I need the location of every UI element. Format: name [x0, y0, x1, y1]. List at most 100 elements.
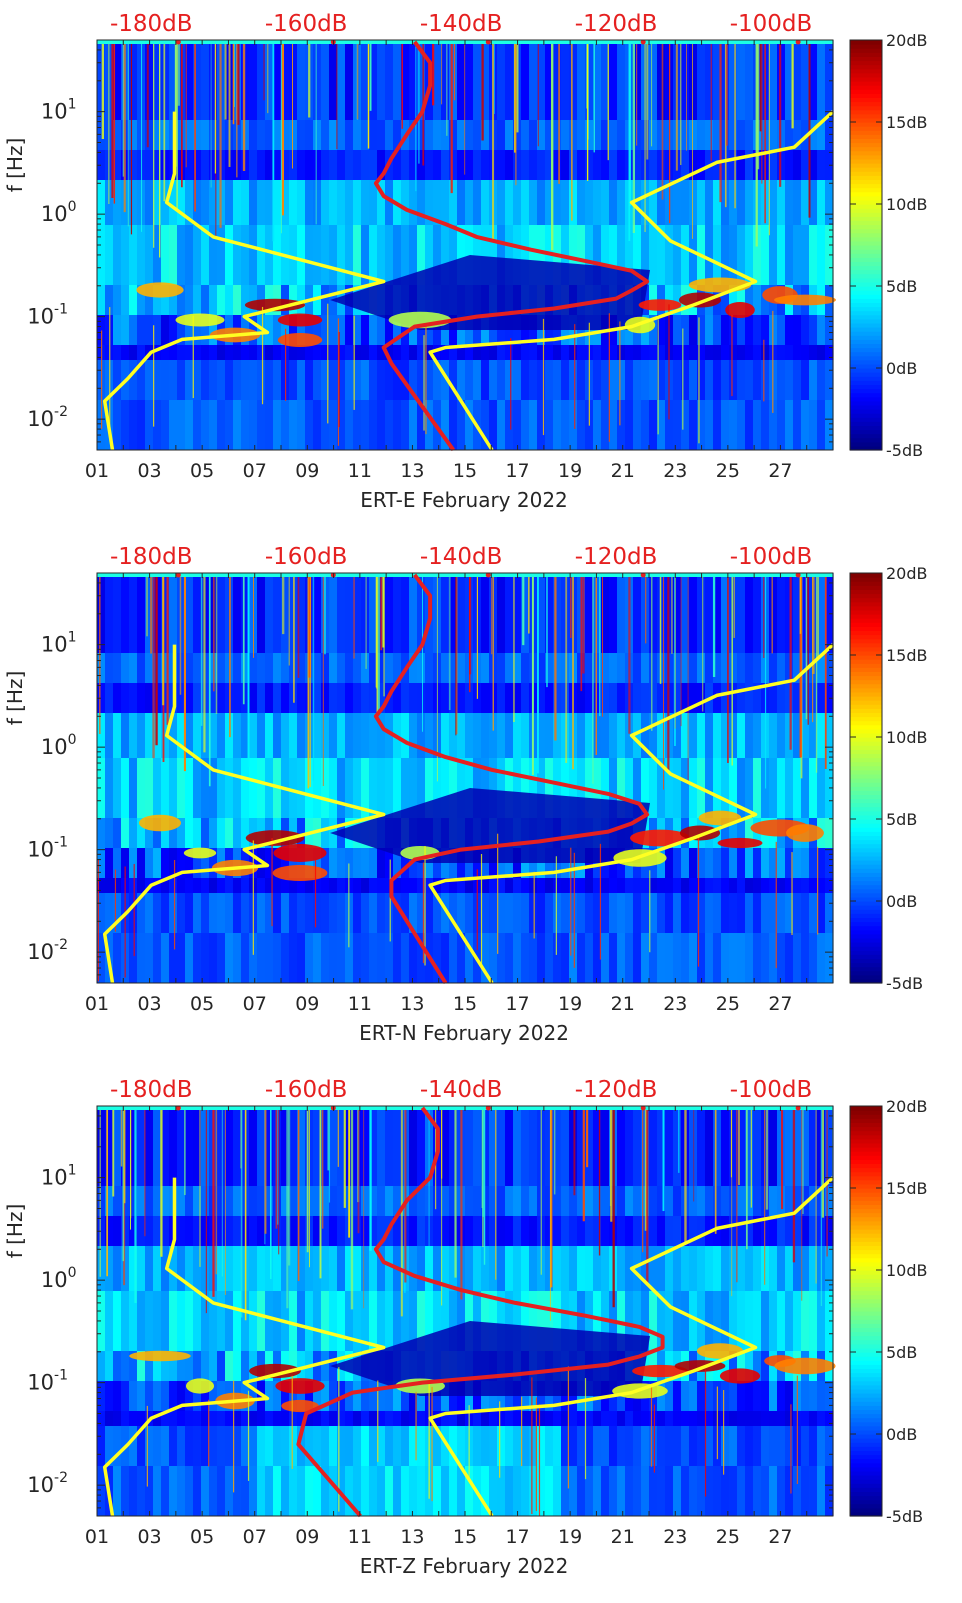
colorbar	[849, 39, 883, 451]
top-axis-marker	[640, 39, 646, 45]
top-axis-db-label: -160dB	[265, 1077, 348, 1103]
x-tick-label: 13	[400, 460, 424, 482]
series-line-1	[373, 573, 650, 985]
top-axis-db-label: -120dB	[575, 544, 658, 570]
x-tick-label: 11	[348, 1526, 372, 1548]
top-axis-marker	[795, 572, 801, 578]
spectrogram-svg: 01 03 05 07 09 11 13 15 17 19 21 23 25 27 101 100 10-1 10…	[3, 11, 928, 512]
series-line-1	[373, 40, 650, 452]
colorbar-label: -5dB	[886, 974, 923, 993]
y-tick-label: 101	[41, 97, 77, 124]
top-axis-db-label: -100dB	[730, 11, 813, 37]
x-axis-label: ERT-Z February 2022	[360, 1554, 569, 1578]
y-tick-label: 101	[41, 1163, 77, 1190]
x-axis-label: ERT-E February 2022	[360, 488, 568, 512]
x-tick-label: 23	[663, 993, 687, 1015]
top-axis-db-label: -180dB	[110, 1077, 193, 1103]
series-line-3	[428, 110, 835, 451]
colorbar-label: 10dB	[886, 728, 928, 747]
spectrogram-image	[97, 40, 836, 450]
x-tick-label: 27	[768, 460, 792, 482]
x-tick-label: 07	[243, 993, 267, 1015]
colorbar-label: 0dB	[886, 1425, 917, 1444]
x-tick-label: 11	[348, 993, 372, 1015]
top-axis-db-label: -140dB	[420, 544, 503, 570]
x-tick-label: 23	[663, 460, 687, 482]
x-tick-label: 11	[348, 460, 372, 482]
y-axis-label: f [Hz]	[3, 138, 27, 193]
y-tick-label: 100	[41, 199, 77, 226]
x-tick-label: 03	[137, 1526, 161, 1548]
x-tick-label: 17	[505, 1526, 529, 1548]
y-tick-label: 10-2	[27, 1470, 68, 1497]
y-tick-label: 100	[41, 1265, 77, 1292]
x-tick-label: 03	[137, 993, 161, 1015]
x-tick-label: 19	[558, 993, 582, 1015]
x-tick-label: 01	[85, 993, 109, 1015]
top-axis-db-label: -120dB	[575, 11, 658, 37]
top-axis-marker	[175, 1105, 181, 1111]
x-tick-label: 13	[400, 993, 424, 1015]
top-axis-marker	[485, 572, 491, 578]
x-tick-label: 05	[190, 460, 214, 482]
top-axis-marker	[640, 1105, 646, 1111]
y-axis-label: f [Hz]	[3, 671, 27, 726]
colorbar-label: 0dB	[886, 359, 917, 378]
series-line-2	[102, 111, 386, 451]
y-tick-label: 10-1	[27, 302, 68, 329]
top-axis-db-label: -100dB	[730, 544, 813, 570]
y-tick-label: 10-2	[27, 404, 68, 431]
spectrogram-panel-1: 01 03 05 07 09 11 13 15 17 19 21 23 25 27 101 100 10-1 10…	[0, 0, 962, 533]
top-axis-db-label: -120dB	[575, 1077, 658, 1103]
x-tick-label: 19	[558, 460, 582, 482]
series-line-1	[296, 1106, 665, 1518]
spectrogram-svg: 01 03 05 07 09 11 13 15 17 19 21 23 25 27 101 100 10-1 10…	[3, 544, 928, 1045]
y-tick-label: 10-2	[27, 937, 68, 964]
spectrogram-panel-3: 01 03 05 07 09 11 13 15 17 19 21 23 25 27 101 100 10-1 10…	[0, 1066, 962, 1599]
x-tick-label: 15	[453, 993, 477, 1015]
spectrogram-svg: 01 03 05 07 09 11 13 15 17 19 21 23 25 27 101 100 10-1 10…	[3, 1077, 928, 1578]
x-tick-label: 21	[611, 1526, 635, 1548]
colorbar-label: -5dB	[886, 441, 923, 460]
x-tick-label: 17	[505, 460, 529, 482]
x-tick-label: 09	[295, 993, 319, 1015]
x-tick-label: 03	[137, 460, 161, 482]
x-tick-label: 17	[505, 993, 529, 1015]
x-tick-label: 27	[768, 1526, 792, 1548]
top-axis-db-label: -160dB	[265, 544, 348, 570]
colorbar-label: 5dB	[886, 810, 917, 829]
x-tick-label: 19	[558, 1526, 582, 1548]
x-axis-label: ERT-N February 2022	[359, 1021, 569, 1045]
colorbar-label: 15dB	[886, 1179, 928, 1198]
y-axis-label: f [Hz]	[3, 1204, 27, 1259]
x-tick-label: 05	[190, 993, 214, 1015]
x-tick-label: 25	[716, 1526, 740, 1548]
top-axis-marker	[175, 572, 181, 578]
colorbar-label: 20dB	[886, 1097, 928, 1116]
top-axis-db-label: -100dB	[730, 1077, 813, 1103]
x-tick-label: 13	[400, 1526, 424, 1548]
top-axis-marker	[640, 572, 646, 578]
spectrogram-image	[97, 573, 834, 983]
colorbar-label: 10dB	[886, 195, 928, 214]
x-tick-label: 09	[295, 1526, 319, 1548]
series-line-2	[102, 644, 386, 984]
x-tick-label: 01	[85, 1526, 109, 1548]
top-axis-marker	[485, 1105, 491, 1111]
series-line-2	[102, 1177, 386, 1517]
x-tick-label: 27	[768, 993, 792, 1015]
colorbar	[849, 572, 883, 984]
x-tick-label: 25	[716, 460, 740, 482]
colorbar-label: 0dB	[886, 892, 917, 911]
colorbar-label: 5dB	[886, 277, 917, 296]
x-tick-label: 15	[453, 1526, 477, 1548]
x-tick-label: 21	[611, 993, 635, 1015]
y-tick-label: 100	[41, 732, 77, 759]
top-axis-marker	[795, 1105, 801, 1111]
colorbar-label: -5dB	[886, 1507, 923, 1526]
x-tick-label: 05	[190, 1526, 214, 1548]
series-line-3	[428, 643, 835, 984]
colorbar-label: 20dB	[886, 31, 928, 50]
axis-ticks	[96, 572, 834, 984]
